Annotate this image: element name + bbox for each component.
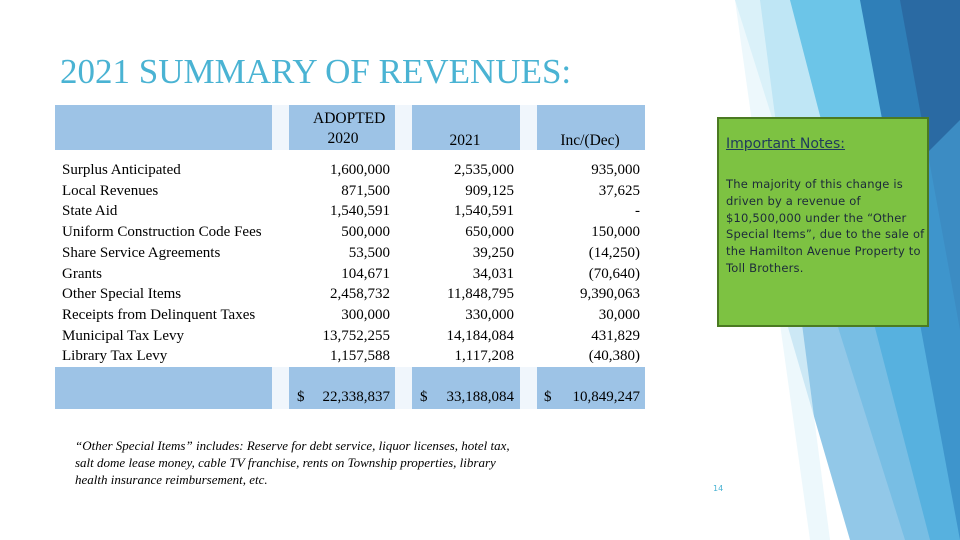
- column-header: ADOPTED 2020: [313, 110, 386, 147]
- cell-value: 500,000: [341, 224, 390, 241]
- cell-value: 9,390,063: [580, 286, 640, 303]
- total-currency: $: [544, 389, 552, 405]
- cell-value: (40,380): [588, 348, 640, 365]
- cell-value: (70,640): [588, 265, 640, 282]
- cell-value: 935,000: [591, 162, 640, 178]
- header-band: [55, 105, 645, 150]
- cell-value: 300,000: [341, 306, 390, 323]
- notes-body: The majority of this change is driven by…: [726, 177, 925, 275]
- total-value: 22,338,837: [322, 389, 391, 405]
- column-header: Inc/(Dec): [560, 132, 620, 149]
- cell-value: (14,250): [588, 244, 640, 261]
- row-label: Surplus Anticipated: [62, 162, 181, 178]
- cell-value: 1,157,588: [330, 348, 390, 365]
- row-label: Uniform Construction Code Fees: [62, 224, 262, 241]
- cell-value: 34,031: [472, 265, 514, 282]
- cell-value: 13,752,255: [322, 327, 391, 344]
- cell-value: 39,250: [472, 244, 514, 261]
- total-value: 33,188,084: [446, 389, 515, 405]
- cell-value: 14,184,084: [446, 327, 515, 344]
- cell-value: 650,000: [465, 224, 514, 241]
- row-label: State Aid: [62, 203, 118, 220]
- cell-value: 871,500: [341, 182, 390, 199]
- cell-value: 2,535,000: [454, 162, 514, 178]
- cell-value: 30,000: [598, 306, 640, 323]
- cell-value: 1,540,591: [454, 203, 514, 220]
- column-gutter: [520, 105, 537, 418]
- row-label: Library Tax Levy: [62, 348, 168, 365]
- row-label: Grants: [62, 265, 102, 282]
- title: 2021 SUMMARY OF REVENUES:: [60, 52, 572, 91]
- notes-heading: Important Notes:: [726, 136, 846, 152]
- cell-value: 1,117,208: [454, 348, 514, 365]
- cell-value: 11,848,795: [447, 286, 514, 303]
- cell-value: 1,600,000: [330, 162, 390, 178]
- footnote: “Other Special Items” includes: Reserve …: [75, 438, 510, 487]
- page-number: 14: [713, 484, 724, 493]
- cell-value: 1,540,591: [330, 203, 390, 220]
- row-label: Municipal Tax Levy: [62, 327, 184, 344]
- total-currency: $: [420, 389, 428, 405]
- cell-value: 431,829: [591, 327, 640, 344]
- column-header: 2021: [449, 132, 481, 149]
- notes-box: Important Notes: The majority of this ch…: [717, 117, 929, 327]
- row-label: Receipts from Delinquent Taxes: [62, 306, 256, 323]
- cell-value: 104,671: [341, 265, 390, 282]
- cell-value: 37,625: [598, 182, 640, 199]
- cell-value: 150,000: [591, 224, 640, 241]
- row-label: Share Service Agreements: [62, 244, 221, 261]
- row-label: Local Revenues: [62, 182, 159, 199]
- total-band: [55, 367, 645, 409]
- column-gutter: [272, 105, 289, 418]
- column-gutter: [395, 105, 412, 418]
- cell-value: 53,500: [348, 244, 390, 261]
- total-value: 10,849,247: [572, 389, 641, 405]
- cell-value: -: [635, 203, 640, 220]
- cell-value: 2,458,732: [330, 286, 390, 303]
- cell-value: 330,000: [465, 306, 514, 323]
- cell-value: 909,125: [465, 182, 514, 199]
- revenue-table: ADOPTED 2020 2021 Inc/(Dec) Surplus Anticip…: [55, 105, 645, 418]
- total-currency: $: [297, 389, 305, 405]
- row-label: Other Special Items: [62, 286, 182, 303]
